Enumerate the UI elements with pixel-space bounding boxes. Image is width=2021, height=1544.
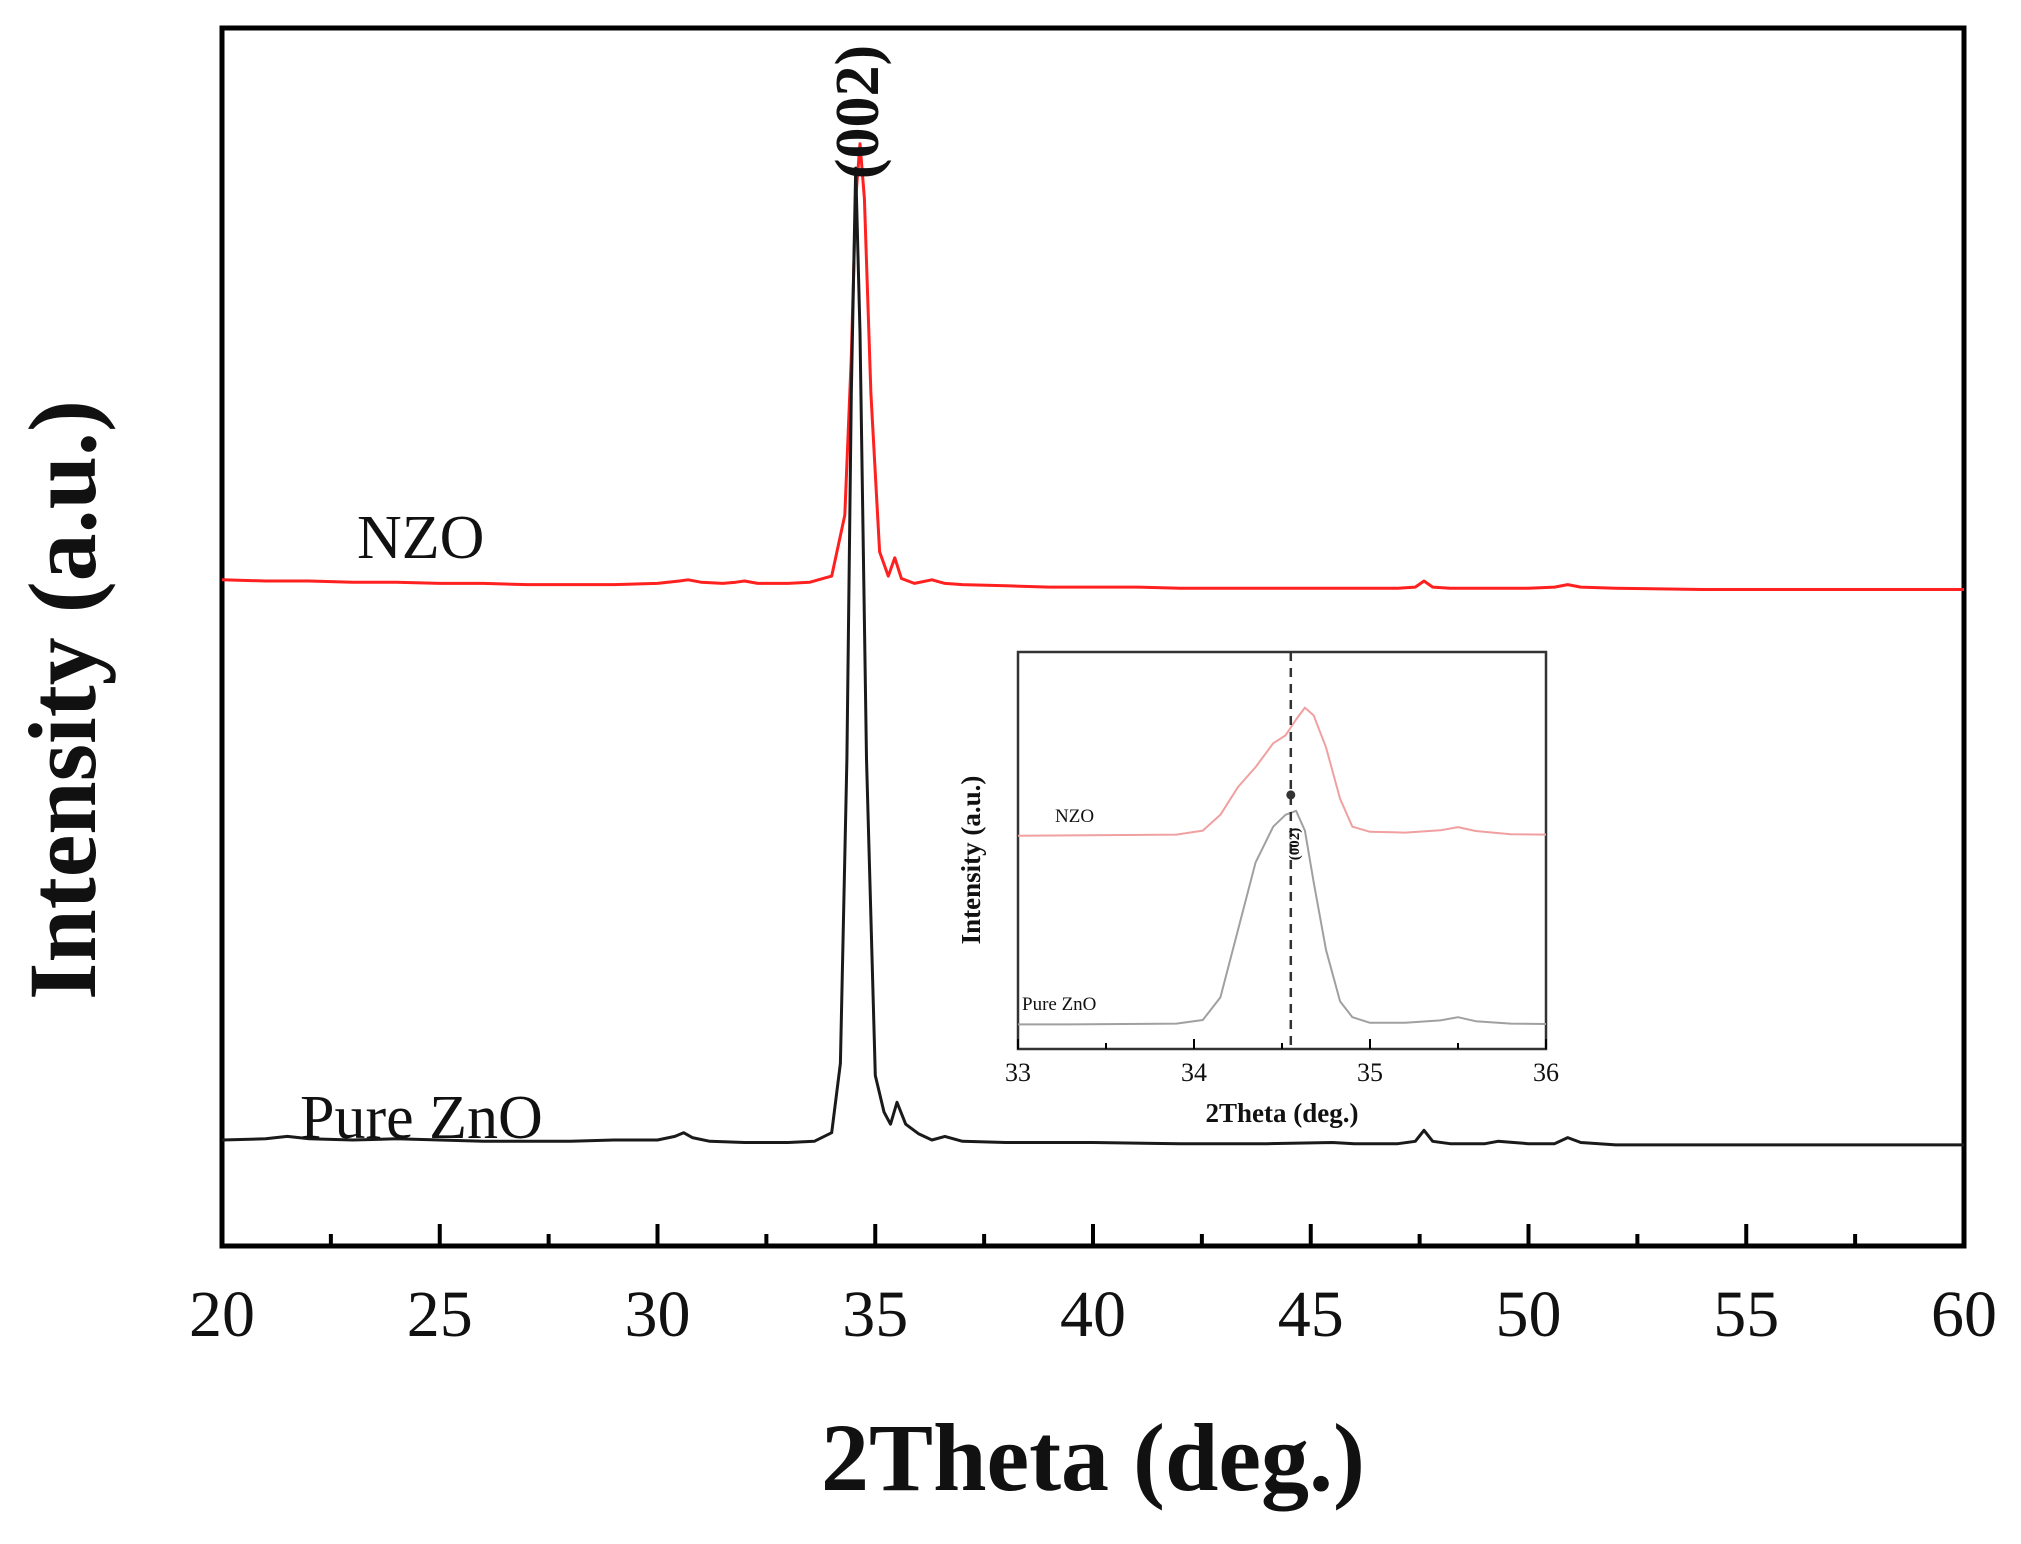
x-axis-ticks: 20 25 30 35 40 45 50 55 60 [189,1224,1997,1351]
inset-series-line-nzo [1017,706,1547,837]
x-axis-label: 2Theta (deg.) [821,1404,1365,1511]
x-tick-label: 45 [1278,1278,1344,1351]
x-tick-label: 40 [1060,1278,1126,1351]
y-axis-label: Intensity (a.u.) [9,400,116,1000]
x-tick-label: 55 [1713,1278,1779,1351]
inset-x-axis-label: 2Theta (deg.) [1206,1098,1359,1128]
plot-frame [219,25,1967,1249]
series-label-nzo: NZO [357,504,484,572]
x-tick-label: 35 [842,1278,908,1351]
x-tick-label: 50 [1496,1278,1562,1351]
inset-series-group [1017,706,1547,1026]
x-tick-label: 60 [1931,1278,1997,1351]
series-label-pure-zno: Pure ZnO [300,1084,543,1152]
x-tick-label: 25 [407,1278,473,1351]
inset-x-tick-label: 36 [1533,1058,1559,1087]
inset-x-tick-label: 35 [1357,1058,1383,1087]
inset-x-tick-label: 33 [1005,1058,1031,1087]
main-series-group [221,142,1964,1147]
inset-chart: 33 34 35 36 2Theta (deg.) Intensity (a.u.) … [956,650,1559,1128]
inset-series-label-pure-zno: Pure ZnO [1022,994,1096,1015]
inset-y-axis-label: Intensity (a.u.) [956,776,986,945]
peak-annotation-002: (002) [824,45,892,179]
series-line-pure-zno [221,166,1964,1147]
inset-peak-annotation-002: (002) [1287,828,1303,861]
inset-series-label-nzo: NZO [1055,806,1094,827]
inset-frame [1016,650,1548,1051]
inset-peak-marker [1286,790,1296,800]
x-tick-label: 20 [189,1278,255,1351]
inset-x-axis-ticks: 33 34 35 36 [1005,1039,1559,1087]
inset-x-tick-label: 34 [1181,1058,1207,1087]
inset-series-line-pure-zno [1018,809,1547,1026]
x-tick-label: 30 [625,1278,691,1351]
series-line-nzo [221,142,1964,591]
